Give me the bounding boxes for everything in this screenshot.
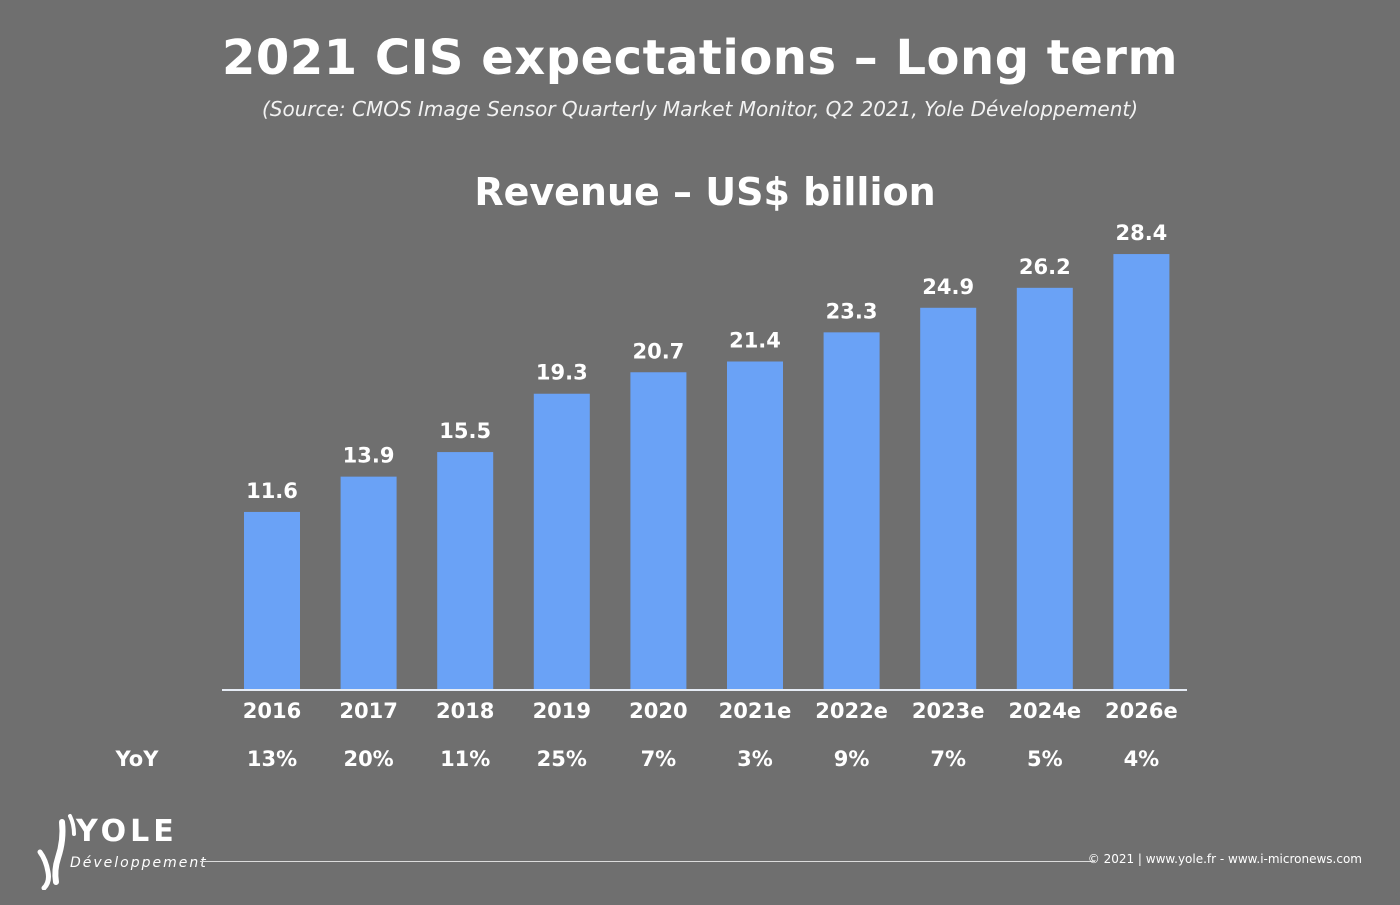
yole-logo: YOLE Développement	[36, 810, 208, 891]
value-label-2021e: 21.4	[729, 329, 781, 353]
footer-copyright: © 2021 | www.yole.fr - www.i-micronews.c…	[1087, 852, 1362, 866]
bar-2018	[437, 452, 494, 690]
value-label-2024e: 26.2	[1019, 255, 1071, 279]
value-label-2017: 13.9	[343, 444, 395, 468]
value-label-2018: 15.5	[439, 419, 491, 443]
bar-2020	[630, 372, 687, 690]
category-label-2024e: 2024e	[1008, 699, 1081, 723]
yoy-value-2026e: 4%	[1124, 747, 1160, 771]
bar-2021e	[727, 361, 783, 690]
logo-subtitle: Développement	[70, 855, 208, 871]
bar-2017	[340, 476, 397, 690]
yoy-value-2018: 11%	[440, 747, 490, 771]
yoy-value-2023e: 7%	[930, 747, 966, 771]
category-label-2022e: 2022e	[815, 699, 888, 723]
bar-2019	[533, 393, 590, 690]
value-label-2016: 11.6	[246, 479, 298, 503]
category-label-2020: 2020	[629, 699, 687, 723]
category-label-2026e: 2026e	[1105, 699, 1178, 723]
yoy-value-2020: 7%	[641, 747, 677, 771]
category-label-2017: 2017	[339, 699, 397, 723]
bar-2016	[244, 511, 300, 690]
yoy-value-2016: 13%	[247, 747, 297, 771]
value-label-2023e: 24.9	[922, 275, 974, 299]
value-label-2022e: 23.3	[826, 299, 878, 323]
yoy-value-2021e: 3%	[737, 747, 773, 771]
bar-2026e	[1113, 254, 1170, 690]
page-title: 2021 CIS expectations – Long term	[222, 30, 1178, 86]
category-label-2018: 2018	[436, 699, 494, 723]
footer-divider	[200, 861, 1095, 862]
logo-name: YOLE	[76, 814, 178, 849]
yole-logo-mark-icon	[37, 814, 76, 891]
chart-title: Revenue – US$ billion	[474, 170, 936, 214]
yoy-value-2024e: 5%	[1027, 747, 1063, 771]
source-note: (Source: CMOS Image Sensor Quarterly Mar…	[261, 97, 1139, 121]
value-label-2026e: 28.4	[1115, 221, 1167, 245]
category-label-2016: 2016	[243, 699, 301, 723]
bar-2024e	[1016, 287, 1073, 690]
yoy-value-2022e: 9%	[834, 747, 870, 771]
bar-2022e	[823, 332, 880, 690]
bar-2023e	[920, 307, 977, 690]
yoy-row-label: YoY	[115, 747, 160, 771]
category-label-2021e: 2021e	[719, 699, 792, 723]
category-label-2023e: 2023e	[912, 699, 985, 723]
yoy-value-2019: 25%	[537, 747, 587, 771]
value-label-2020: 20.7	[632, 339, 684, 363]
yoy-value-2017: 20%	[343, 747, 393, 771]
value-label-2019: 19.3	[536, 361, 588, 385]
bars-group: 11.6 2016 13% 13.9 2017 20% 15.5 2018 11% 19.3 201…	[115, 221, 1178, 771]
category-label-2019: 2019	[533, 699, 591, 723]
